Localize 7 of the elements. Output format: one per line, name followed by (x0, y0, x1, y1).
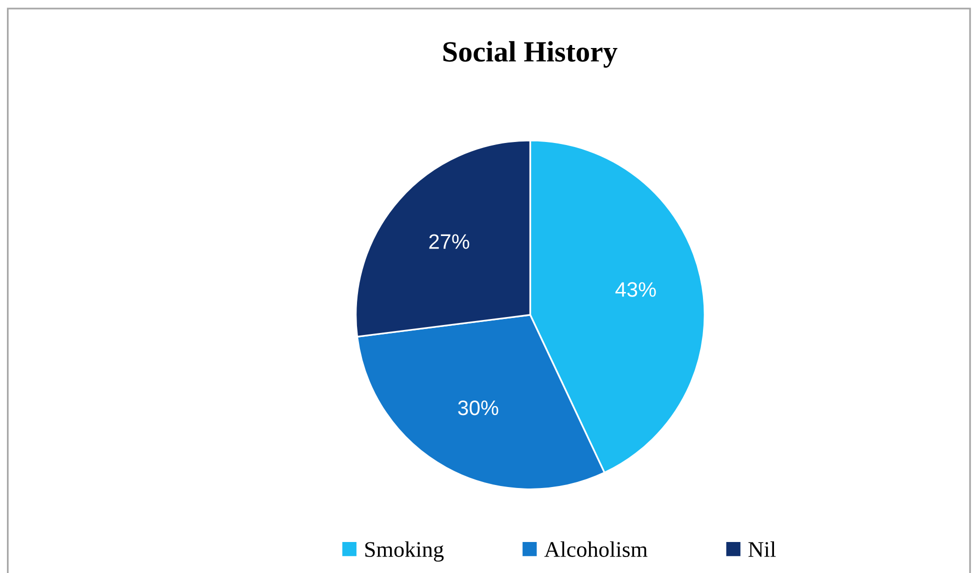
legend-label: Smoking (365, 541, 444, 562)
data-label: 30% (458, 400, 498, 416)
legend-label: Nil (748, 541, 776, 557)
legend-label: Alcoholism (544, 541, 648, 558)
data-label: 27% (429, 234, 470, 249)
chart-title: Social History (443, 41, 618, 68)
data-label: 43% (615, 282, 656, 297)
